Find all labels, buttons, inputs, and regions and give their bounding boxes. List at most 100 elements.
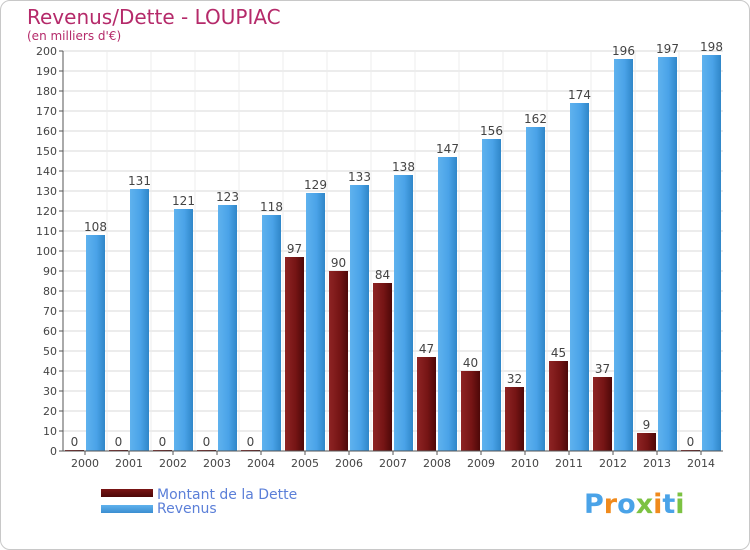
revenue-bar	[438, 157, 457, 451]
chart-title: Revenus/Dette - LOUPIAC	[27, 5, 281, 29]
revenue-value-label: 156	[480, 124, 503, 138]
revenue-bar	[526, 127, 545, 451]
y-tick-label: 170	[36, 105, 57, 118]
revenue-value-label: 131	[128, 174, 151, 188]
brand-letter: x	[635, 489, 654, 520]
y-tick-label: 190	[36, 65, 57, 78]
debt-value-label: 37	[595, 362, 610, 376]
x-tick-label: 2010	[511, 457, 539, 470]
y-tick-label: 180	[36, 85, 57, 98]
y-tick-label: 100	[36, 245, 57, 258]
debt-value-label: 0	[203, 435, 211, 449]
brand-letter: i	[653, 489, 663, 520]
y-tick-label: 80	[43, 285, 57, 298]
y-tick-label: 0	[50, 445, 57, 458]
debt-bar	[417, 357, 436, 451]
revenue-bar	[570, 103, 589, 451]
x-tick-label: 2005	[291, 457, 319, 470]
debt-bar	[373, 283, 392, 451]
x-tick-label: 2002	[159, 457, 187, 470]
debt-value-label: 90	[331, 256, 346, 270]
brand-letter: o	[617, 489, 636, 520]
revenue-value-label: 197	[656, 42, 679, 56]
y-tick-label: 10	[43, 425, 57, 438]
y-tick-label: 110	[36, 225, 57, 238]
y-tick-label: 120	[36, 205, 57, 218]
debt-value-label: 97	[287, 242, 302, 256]
debt-value-label: 40	[463, 356, 478, 370]
revenue-value-label: 118	[260, 200, 283, 214]
revenue-bar	[614, 59, 633, 451]
y-tick-label: 140	[36, 165, 57, 178]
debt-bar	[549, 361, 568, 451]
debt-bar	[329, 271, 348, 451]
debt-bar	[285, 257, 304, 451]
x-tick-label: 2007	[379, 457, 407, 470]
debt-bar	[505, 387, 524, 451]
y-tick-label: 50	[43, 345, 57, 358]
revenue-value-label: 162	[524, 112, 547, 126]
x-tick-label: 2001	[115, 457, 143, 470]
debt-value-label: 0	[115, 435, 123, 449]
revenue-bar	[262, 215, 281, 451]
revenue-value-label: 121	[172, 194, 195, 208]
revenue-value-label: 138	[392, 160, 415, 174]
revenue-bar	[658, 57, 677, 451]
x-tick-label: 2008	[423, 457, 451, 470]
legend-swatch-revenue	[101, 505, 153, 513]
revenue-bar	[174, 209, 193, 451]
debt-value-label: 9	[643, 418, 651, 432]
debt-value-label: 0	[247, 435, 255, 449]
brand-letter: t	[662, 489, 676, 520]
y-tick-label: 160	[36, 125, 57, 138]
revenue-bar	[350, 185, 369, 451]
y-tick-label: 20	[43, 405, 57, 418]
revenue-value-label: 174	[568, 88, 591, 102]
x-tick-label: 2004	[247, 457, 275, 470]
revenue-bar	[482, 139, 501, 451]
brand-letter: i	[675, 489, 685, 520]
x-tick-label: 2013	[643, 457, 671, 470]
y-tick-label: 40	[43, 365, 57, 378]
debt-value-label: 32	[507, 372, 522, 386]
revenue-bar	[130, 189, 149, 451]
debt-bar	[593, 377, 612, 451]
revenue-value-label: 196	[612, 44, 635, 58]
x-tick-label: 2006	[335, 457, 363, 470]
debt-value-label: 0	[159, 435, 167, 449]
brand-logo: Proxiti	[584, 489, 685, 520]
revenue-value-label: 108	[84, 220, 107, 234]
revenue-bar	[702, 55, 721, 451]
revenue-bar	[394, 175, 413, 451]
x-tick-label: 2014	[687, 457, 715, 470]
revenue-value-label: 198	[700, 40, 723, 54]
revenue-bar	[306, 193, 325, 451]
debt-value-label: 47	[419, 342, 434, 356]
x-tick-label: 2012	[599, 457, 627, 470]
brand-letter: P	[584, 489, 604, 520]
debt-value-label: 84	[375, 268, 390, 282]
brand-letter: r	[603, 489, 618, 520]
debt-value-label: 45	[551, 346, 566, 360]
x-tick-label: 2011	[555, 457, 583, 470]
chart-subtitle: (en milliers d'€)	[27, 29, 122, 43]
y-tick-label: 90	[43, 265, 57, 278]
debt-value-label: 0	[687, 435, 695, 449]
legend-swatch-debt	[101, 489, 153, 497]
legend-label-revenue: Revenus	[157, 501, 217, 517]
x-tick-label: 2009	[467, 457, 495, 470]
revenue-value-label: 147	[436, 142, 459, 156]
debt-bar	[637, 433, 656, 451]
debt-bar	[461, 371, 480, 451]
y-tick-label: 60	[43, 325, 57, 338]
y-tick-label: 30	[43, 385, 57, 398]
x-tick-label: 2003	[203, 457, 231, 470]
y-tick-label: 130	[36, 185, 57, 198]
y-tick-label: 200	[36, 45, 57, 58]
y-tick-label: 70	[43, 305, 57, 318]
x-tick-label: 2000	[71, 457, 99, 470]
y-tick-label: 150	[36, 145, 57, 158]
revenue-bar	[218, 205, 237, 451]
